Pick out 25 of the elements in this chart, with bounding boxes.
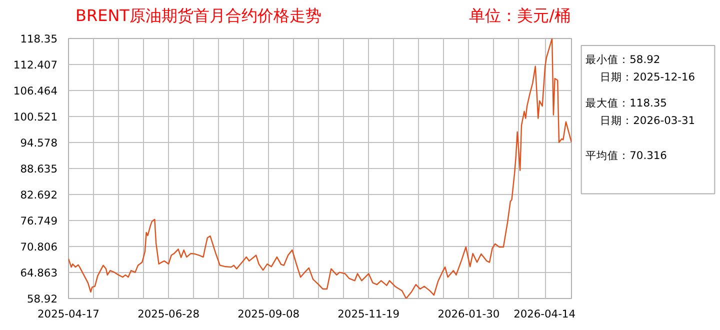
text: 日期：2025-12-16	[600, 70, 696, 84]
text: 最小值：58.92	[586, 52, 660, 66]
chart-subtitle: 单位：美元/桶	[469, 6, 570, 25]
x-tick-label: 2026-04-14	[514, 308, 576, 320]
x-tick-label: 2025-04-17	[38, 308, 100, 320]
y-tick-label: 82.692	[20, 188, 58, 202]
text: 最大值：118.35	[586, 96, 667, 110]
y-tick-label: 58.92	[26, 292, 58, 306]
y-tick-label: 94.578	[20, 136, 58, 150]
y-tick-label: 70.806	[20, 240, 58, 254]
line-series	[68, 38, 572, 298]
y-tick-label: 64.863	[20, 266, 58, 280]
x-tick-label: 2025-06-28	[138, 308, 200, 320]
text: 平均值：70.316	[586, 148, 668, 162]
chart-title: BRENT原油期货首月合约价格走势	[76, 6, 322, 25]
y-tick-label: 88.635	[20, 162, 58, 176]
y-tick-label: 118.35	[20, 32, 58, 46]
x-tick-label: 2026-01-30	[438, 308, 500, 320]
x-tick-label: 2025-09-08	[238, 308, 300, 320]
text: 日期：2026-03-31	[600, 114, 696, 128]
y-tick-label: 100.521	[13, 110, 58, 124]
y-tick-label: 112.407	[13, 58, 58, 72]
y-tick-label: 76.749	[20, 214, 58, 228]
x-tick-label: 2025-11-19	[338, 308, 400, 320]
y-tick-label: 106.464	[13, 84, 58, 98]
